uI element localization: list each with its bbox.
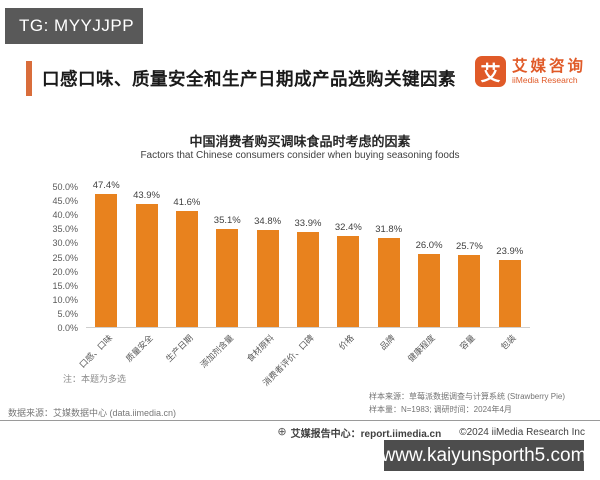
category-label: 食材原料 xyxy=(244,332,276,364)
bar-column: 26.0% xyxy=(409,240,449,327)
y-tick-label: 15.0% xyxy=(52,280,78,291)
category-label: 价格 xyxy=(337,332,357,352)
y-tick-label: 30.0% xyxy=(52,238,78,249)
y-tick-label: 25.0% xyxy=(52,252,78,263)
category-cell: 健康程度 xyxy=(406,330,449,386)
bar-value-label: 23.9% xyxy=(496,246,524,258)
bar-column: 47.4% xyxy=(86,180,126,327)
chart-subtitle: Factors that Chinese consumers consider … xyxy=(140,150,460,161)
bar-column: 35.1% xyxy=(207,215,247,327)
category-cell: 容量 xyxy=(449,330,489,386)
bar-value-label: 35.1% xyxy=(213,214,241,226)
logo-name-en: iiMedia Research xyxy=(511,75,578,85)
copyright-text: ©2024 iiMedia Research Inc xyxy=(459,427,585,438)
bar-column: 43.9% xyxy=(126,190,166,327)
bar-value-label: 34.8% xyxy=(254,215,282,227)
page-title: 口感口味、质量安全和生产日期成产品选购关键因素 xyxy=(26,61,456,96)
sample-info: 样本来源：草莓派数据调查与计算系统 (Strawberry Pie) 样本量：N… xyxy=(369,390,565,416)
bar-column: 33.9% xyxy=(288,218,328,327)
category-cell: 价格 xyxy=(328,330,368,386)
category-label: 包装 xyxy=(498,332,518,352)
category-cell: 质量安全 xyxy=(123,330,166,386)
bar-column: 41.6% xyxy=(167,197,207,327)
chart-title: 中国消费者购买调味食品时考虑的因素 xyxy=(189,134,411,149)
category-row: 口感、口味 质量安全 生产日期 添加剂含量 食材原料 消费者评价、口碑 价格 品牌 健康程度 容量… xyxy=(77,330,530,388)
bar xyxy=(95,194,118,327)
bar-column: 25.7% xyxy=(449,241,489,327)
iimedia-logo-text: 艾媒咨询 iiMedia Research xyxy=(512,58,586,85)
category-label: 品牌 xyxy=(377,332,397,352)
bar-column: 31.8% xyxy=(369,224,409,327)
bar xyxy=(498,260,521,327)
logo-name-cn: 艾媒咨询 xyxy=(511,58,586,75)
bar xyxy=(175,210,198,327)
bar-chart: 50.0% 45.0% 40.0% 35.0% 30.0% 25.0% 20.0% 15.0%… xyxy=(30,180,530,333)
multi-select-note: 注：本题为多选 xyxy=(63,374,127,384)
y-tick-label: 5.0% xyxy=(57,308,78,319)
tg-promo-banner[interactable]: TG: MYYJJPP xyxy=(5,8,143,44)
bar xyxy=(256,229,279,327)
bar-value-label: 32.4% xyxy=(334,222,362,234)
category-cell: 包装 xyxy=(490,330,530,386)
bar-value-label: 43.9% xyxy=(133,190,160,202)
iimedia-logo-icon: 艾 xyxy=(474,56,506,87)
site-promo-banner[interactable]: www.kaiyunsporth5.com xyxy=(382,440,586,471)
y-axis: 50.0% 45.0% 40.0% 35.0% 30.0% 25.0% 20.0% 15.0%… xyxy=(30,182,86,333)
bar xyxy=(377,237,400,327)
bar xyxy=(418,254,441,327)
bar xyxy=(337,236,360,327)
bar xyxy=(296,232,319,327)
y-tick-label: 40.0% xyxy=(52,210,78,221)
y-tick-label: 0.0% xyxy=(57,323,78,333)
sample-source-line: 样本来源：草莓派数据调查与计算系统 (Strawberry Pie) xyxy=(368,392,565,401)
iimedia-logo: 艾 艾媒咨询 iiMedia Research xyxy=(474,56,586,87)
bar-value-label: 31.8% xyxy=(375,223,403,235)
footer: ⊕ 艾媒报告中心：report.iimedia.cn ©2024 iiMedia… xyxy=(277,425,585,441)
bar-value-label: 26.0% xyxy=(415,240,443,252)
category-cell: 品牌 xyxy=(369,330,409,386)
bar-column: 32.4% xyxy=(328,222,368,327)
category-cell: 消费者评价、口碑 xyxy=(261,330,328,388)
category-label: 口感、口味 xyxy=(76,332,114,370)
bar-value-label: 47.4% xyxy=(92,180,120,192)
category-label: 容量 xyxy=(458,332,478,352)
category-label: 质量安全 xyxy=(123,332,155,364)
y-tick-label: 35.0% xyxy=(52,224,78,235)
y-tick-label: 50.0% xyxy=(52,182,78,192)
y-tick-label: 10.0% xyxy=(52,294,78,305)
bar xyxy=(135,204,158,327)
bar-value-label: 41.6% xyxy=(173,196,201,208)
category-label: 健康程度 xyxy=(405,332,437,364)
bar-column: 23.9% xyxy=(490,246,530,327)
data-source-note: 数据来源：艾媒数据中心 (data.iimedia.cn) xyxy=(8,408,177,418)
y-tick-label: 20.0% xyxy=(52,266,78,277)
report-center-link: 艾媒报告中心：report.iimedia.cn xyxy=(290,429,442,440)
footer-divider xyxy=(0,420,600,421)
bar-value-label: 25.7% xyxy=(455,241,483,253)
bar xyxy=(216,228,239,327)
bar-value-label: 33.9% xyxy=(294,218,322,230)
plot-columns: 47.4% 43.9% 41.6% 35.1% 34.8% 33.9% 32.4% 31.8%… xyxy=(86,180,530,328)
category-label: 生产日期 xyxy=(163,332,195,364)
bar xyxy=(458,255,481,327)
category-cell: 添加剂含量 xyxy=(198,330,247,386)
globe-icon: ⊕ xyxy=(277,426,287,438)
bar-column: 34.8% xyxy=(247,216,287,327)
y-tick-label: 45.0% xyxy=(52,196,78,207)
sample-size-line: 样本量：N=1983; 调研时间：2024年4月 xyxy=(368,405,512,414)
